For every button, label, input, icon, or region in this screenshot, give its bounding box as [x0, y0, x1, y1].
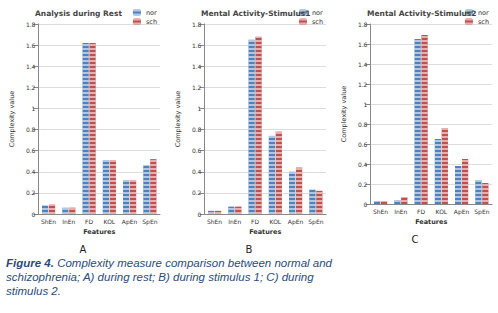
svg-text:SpEn: SpEn — [142, 218, 157, 226]
svg-text:InEn: InEn — [394, 208, 407, 215]
svg-text:C: C — [412, 234, 419, 245]
svg-text:Features: Features — [83, 228, 115, 236]
svg-text:Analysis during Rest: Analysis during Rest — [35, 9, 122, 18]
svg-text:FD: FD — [417, 208, 425, 215]
svg-text:1: 1 — [32, 105, 36, 112]
svg-text:nor: nor — [478, 9, 489, 17]
svg-text:B: B — [246, 244, 253, 255]
svg-text:ShEn: ShEn — [373, 208, 388, 215]
svg-text:1.8: 1.8 — [26, 21, 36, 28]
svg-text:A: A — [80, 244, 87, 255]
svg-text:1.4: 1.4 — [358, 61, 368, 68]
svg-text:1: 1 — [198, 105, 202, 112]
svg-text:InEn: InEn — [62, 218, 75, 225]
svg-text:Mental Activity-Stimulus2: Mental Activity-Stimulus2 — [367, 9, 476, 18]
svg-text:nor: nor — [146, 9, 157, 17]
svg-text:0.4: 0.4 — [192, 168, 202, 175]
svg-text:nor: nor — [312, 9, 323, 17]
svg-text:0.6: 0.6 — [26, 147, 36, 154]
svg-text:KOL: KOL — [270, 218, 282, 225]
svg-text:ShEn: ShEn — [207, 218, 222, 225]
svg-text:Features: Features — [249, 228, 281, 236]
svg-text:1: 1 — [364, 101, 368, 108]
svg-text:1.6: 1.6 — [192, 42, 202, 49]
svg-text:1.4: 1.4 — [192, 63, 202, 70]
svg-text:ApEn: ApEn — [122, 218, 138, 226]
svg-text:0.6: 0.6 — [358, 141, 368, 148]
svg-text:0.2: 0.2 — [358, 181, 368, 188]
svg-text:0.6: 0.6 — [192, 147, 202, 154]
svg-text:1.6: 1.6 — [26, 42, 36, 49]
svg-text:Complexity value: Complexity value — [8, 91, 16, 148]
svg-text:FD: FD — [85, 218, 93, 225]
svg-text:ShEn: ShEn — [41, 218, 56, 225]
svg-text:1.4: 1.4 — [26, 63, 36, 70]
svg-text:SpEn: SpEn — [474, 208, 489, 216]
svg-text:0.2: 0.2 — [192, 189, 202, 196]
svg-text:1.2: 1.2 — [358, 81, 368, 88]
svg-text:0: 0 — [32, 211, 36, 218]
svg-text:1.8: 1.8 — [358, 21, 368, 28]
svg-text:Complexity value: Complexity value — [340, 86, 348, 143]
svg-text:sch: sch — [146, 18, 157, 26]
svg-text:ApEn: ApEn — [288, 218, 304, 226]
svg-text:InEn: InEn — [228, 218, 241, 225]
html-text:Figure 4. Complexity measure c: Figure 4. Complexity measure comparison … — [6, 257, 332, 297]
svg-text:Complexity value: Complexity value — [174, 91, 182, 148]
svg-text:0.4: 0.4 — [358, 161, 368, 168]
svg-text:sch: sch — [478, 18, 489, 26]
svg-text:KOL: KOL — [104, 218, 116, 225]
svg-text:0.8: 0.8 — [26, 126, 36, 133]
svg-text:Features: Features — [415, 218, 447, 226]
svg-text:KOL: KOL — [436, 208, 448, 215]
svg-text:1.8: 1.8 — [192, 21, 202, 28]
svg-text:0: 0 — [198, 211, 202, 218]
svg-text:SpEn: SpEn — [308, 218, 323, 226]
svg-text:ApEn: ApEn — [454, 208, 470, 216]
svg-text:0.4: 0.4 — [26, 168, 36, 175]
svg-text:1.2: 1.2 — [26, 84, 36, 91]
svg-text:0.2: 0.2 — [26, 189, 36, 196]
svg-text:FD: FD — [251, 218, 259, 225]
svg-text:0.8: 0.8 — [192, 126, 202, 133]
svg-text:1.6: 1.6 — [358, 41, 368, 48]
svg-text:0.8: 0.8 — [358, 121, 368, 128]
svg-text:sch: sch — [312, 18, 323, 26]
svg-text:Mental Activity-Stimulus1: Mental Activity-Stimulus1 — [201, 9, 310, 18]
svg-text:1.2: 1.2 — [192, 84, 202, 91]
svg-text:0: 0 — [364, 201, 368, 208]
